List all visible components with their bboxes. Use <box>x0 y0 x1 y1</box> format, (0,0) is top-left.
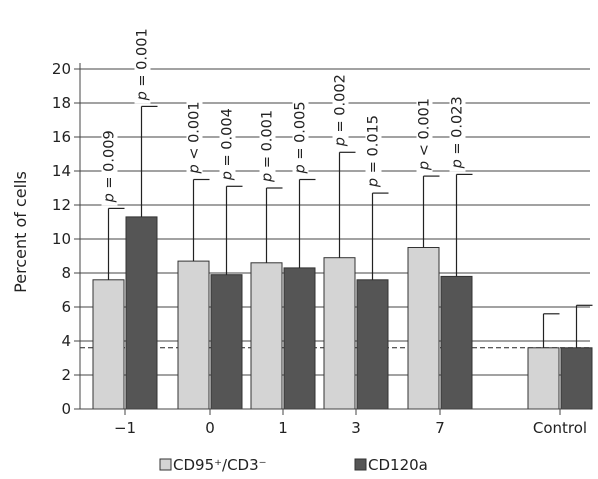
bar-cd120a <box>126 217 157 409</box>
y-tick-label: 12 <box>52 196 71 214</box>
bar-cd120a <box>357 280 388 409</box>
y-tick-label: 14 <box>52 162 71 180</box>
legend: CD95⁺/CD3⁻ CD120a <box>160 456 428 474</box>
legend-swatch <box>160 459 171 470</box>
legend-swatch <box>355 459 366 470</box>
y-axis-label: Percent of cells <box>11 171 30 293</box>
p-value-annotations: p = 0.009 p = 0.001 p < 0.001 p = 0.004 p = … <box>102 26 466 205</box>
y-tick-label: 4 <box>61 332 71 350</box>
p-value-label: p = 0.005 <box>293 101 309 174</box>
bar-cd120a <box>441 276 472 409</box>
bar-cd95 <box>178 261 209 409</box>
bar-cd95 <box>528 348 559 409</box>
y-tick-label: 20 <box>52 60 71 78</box>
bar-cd120a <box>211 275 242 409</box>
bar-cd120a <box>284 268 315 409</box>
y-tick-label: 8 <box>61 264 71 282</box>
p-value-label: p = 0.015 <box>366 115 382 188</box>
x-tick-label: 3 <box>351 419 361 437</box>
legend-label: CD95⁺/CD3⁻ <box>173 456 267 474</box>
y-tick-label: 10 <box>52 230 71 248</box>
p-value-label: p = 0.009 <box>102 130 118 203</box>
bar-cd95 <box>324 258 355 409</box>
bar-cd95 <box>251 263 282 409</box>
p-value-label: p = 0.001 <box>135 28 151 101</box>
p-value-label: p = 0.001 <box>260 110 276 183</box>
y-tick-label: 6 <box>61 298 71 316</box>
p-value-label: p = 0.004 <box>220 108 236 181</box>
bars <box>80 106 593 409</box>
bar-cd95 <box>93 280 124 409</box>
legend-label: CD120a <box>368 456 428 474</box>
p-value-label: p < 0.001 <box>417 98 433 171</box>
x-tick-label: 1 <box>278 419 288 437</box>
p-value-label: p = 0.002 <box>333 74 349 147</box>
x-tick-label: Control <box>533 419 587 437</box>
bar-cd95 <box>408 248 439 410</box>
y-tick-label: 0 <box>61 400 71 418</box>
y-tick-label: 16 <box>52 128 71 146</box>
y-tick-label: 2 <box>61 366 71 384</box>
bar-cd120a <box>561 348 592 409</box>
x-tick-label: 7 <box>435 419 445 437</box>
y-tick-label: 18 <box>52 94 71 112</box>
p-value-label: p < 0.001 <box>187 101 203 174</box>
p-value-label: p = 0.023 <box>450 96 466 169</box>
x-tick-label: 0 <box>205 419 215 437</box>
x-tick-label: −1 <box>114 419 136 437</box>
